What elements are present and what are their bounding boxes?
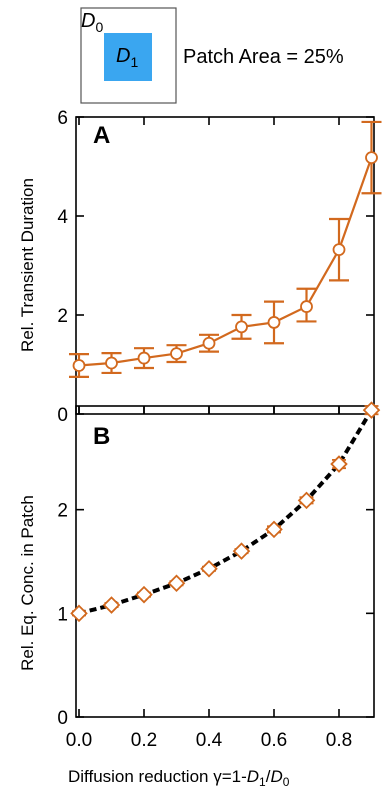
panel-b-data-point (232, 542, 251, 560)
panel-b-ytick-label: 0 (57, 708, 68, 729)
x-axis-title-den: D (270, 767, 282, 786)
inset-outer-label-main: D (81, 10, 95, 32)
inset-schematic: D0 D1 Patch Area = 25% (80, 7, 344, 104)
panel-a-series-line (78, 157, 373, 367)
inset-outer-label-sub: 0 (95, 19, 103, 35)
panel-a: A Rel. Transient Duration 0 2 4 6 (18, 108, 382, 426)
x-tick-label: 0.2 (131, 730, 157, 751)
panel-a-series (69, 120, 382, 378)
x-tick-labels: 0.0 0.2 0.4 0.6 0.8 (66, 730, 352, 751)
panel-a-data-point (332, 243, 346, 257)
panel-b-data-point (167, 574, 186, 593)
panel-a-data-point (300, 300, 313, 313)
inset-patch (104, 33, 152, 81)
x-axis-title-num-sub: 1 (259, 775, 266, 789)
x-axis: 0.0 0.2 0.4 0.6 0.8 Diffusion reduction γ=1-… (66, 730, 352, 789)
panel-a-ylabel: Rel. Transient Duration (18, 178, 37, 352)
panel-a-data-point (202, 336, 216, 350)
panel-a-data-point (72, 359, 86, 372)
panel-b-ytick-label: 2 (57, 501, 68, 522)
x-axis-title-slash: / (266, 767, 271, 786)
x-axis-title-den-sub: 0 (283, 775, 290, 789)
inset-patch-label-sub: 1 (130, 54, 138, 70)
panel-b-data-point (362, 401, 381, 419)
panel-b-series (70, 401, 381, 623)
panel-b: B Rel. Eq. Conc. in Patch 0 1 2 (18, 401, 381, 729)
panel-b-data-point (330, 455, 348, 473)
panel-b-frame (75, 405, 375, 718)
inset-outer-label: D0 (81, 10, 103, 35)
panel-a-ytick-label: 0 (57, 405, 68, 426)
panel-b-data-point (265, 520, 283, 539)
panel-b-series-line (78, 409, 374, 616)
panel-a-letter: A (93, 122, 110, 149)
panel-b-letter: B (93, 423, 110, 450)
panel-b-data-point (70, 604, 88, 623)
panel-a-axes: 0 2 4 6 (57, 108, 374, 426)
panel-a-data-point (105, 356, 118, 370)
x-tick-label: 0.0 (66, 730, 92, 751)
x-tick-label: 0.4 (196, 730, 223, 751)
x-tick-label: 0.6 (261, 730, 287, 751)
panel-a-data-point (235, 320, 248, 334)
panel-a-data-point (170, 347, 183, 361)
panel-b-ytick-label: 1 (57, 604, 68, 625)
inset-caption: Patch Area = 25% (183, 46, 344, 68)
panel-b-data-point (297, 491, 316, 510)
panel-a-ytick-label: 4 (57, 207, 68, 228)
panel-a-ytick-label: 2 (57, 306, 68, 327)
x-tick-label: 0.8 (326, 730, 352, 751)
x-axis-title: Diffusion reduction γ=1-D1/D0 (68, 767, 290, 789)
panel-a-data-point (137, 351, 151, 365)
inset-patch-label: D1 (116, 45, 138, 70)
panel-a-data-point (267, 316, 281, 329)
x-axis-title-prefix: Diffusion reduction γ=1- (68, 767, 247, 786)
panel-b-data-point (102, 596, 121, 614)
panel-a-ytick-label: 6 (57, 108, 68, 129)
x-axis-title-num: D (247, 767, 259, 786)
panel-b-data-point (135, 585, 153, 604)
inset-patch-label-main: D (116, 45, 130, 67)
panel-a-frame (75, 116, 375, 415)
panel-a-data-point (365, 151, 378, 164)
panel-b-data-point (200, 559, 218, 578)
panel-b-ylabel: Rel. Eq. Conc. in Patch (18, 495, 37, 671)
